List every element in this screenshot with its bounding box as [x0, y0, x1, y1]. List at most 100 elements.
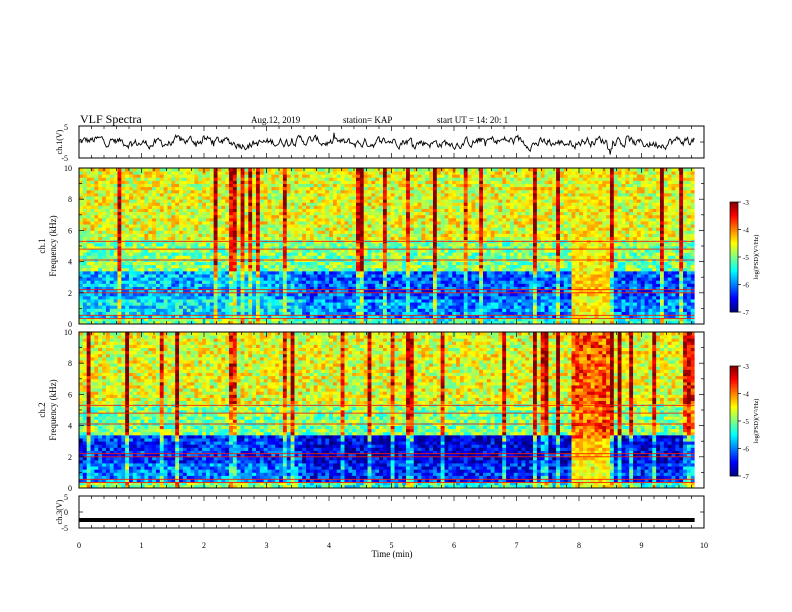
spectrogram-cell	[171, 202, 176, 206]
spectrogram-cell	[286, 186, 292, 191]
spectrogram-cell	[375, 283, 380, 287]
spectrogram-cell	[86, 189, 91, 194]
spectrogram-cell	[175, 274, 180, 278]
spectrogram-cell	[217, 236, 222, 241]
spectrogram-cell	[375, 292, 380, 297]
spectrogram-cell	[432, 171, 438, 175]
spectrogram-cell	[155, 314, 161, 319]
spectrogram-cell	[240, 199, 245, 203]
spectrogram-cell	[382, 295, 388, 300]
spectrogram-cell	[94, 295, 99, 300]
spectrogram-cell	[132, 286, 138, 291]
spectrogram-cell	[436, 199, 442, 203]
spectrogram-cell	[267, 311, 272, 316]
spectrogram-cell	[113, 289, 118, 294]
spectrogram-cell	[240, 270, 245, 275]
spectrogram-cell	[240, 317, 245, 322]
spectrogram-cell	[413, 208, 418, 213]
spectrogram-cell	[163, 314, 168, 319]
spectrogram-cell	[171, 292, 176, 297]
spectrogram-cell	[244, 289, 249, 294]
spectrogram-cell	[375, 196, 380, 200]
spectrogram-cell	[136, 320, 141, 325]
spectrogram-cell	[98, 217, 103, 222]
spectrogram-cell	[267, 211, 272, 216]
spectrogram-cell	[432, 186, 438, 191]
spectrogram-cell	[332, 233, 338, 238]
spectrogram-cell	[240, 236, 245, 241]
spectrogram-cell	[421, 180, 426, 184]
spectrogram-cell	[171, 205, 176, 209]
spectrogram-cell	[167, 292, 172, 297]
spectrogram-cell	[279, 168, 284, 172]
spectrogram-cell	[417, 274, 422, 278]
spectrogram-cell	[171, 283, 176, 287]
spectrogram-cell	[432, 183, 438, 188]
spectrogram-cell	[282, 280, 288, 284]
spectrogram-cell	[282, 208, 288, 213]
spectrogram-cell	[252, 196, 257, 200]
spectrogram-cell	[182, 196, 188, 200]
spectrogram-cell	[279, 277, 284, 281]
spectrogram-cell	[186, 280, 191, 284]
spectrogram-cell	[159, 255, 165, 259]
spectrogram-cell	[290, 230, 295, 234]
spectrogram-cell	[167, 177, 172, 181]
spectrogram-cell	[209, 189, 215, 194]
spectrogram-cell	[132, 252, 138, 256]
spectrogram-cell	[356, 242, 361, 247]
spectrogram-cell	[371, 221, 376, 225]
spectrogram-cell	[359, 320, 365, 325]
spectrogram-cell	[217, 320, 222, 325]
spectrogram-cell	[263, 267, 268, 272]
spectrogram-cell	[175, 255, 180, 259]
spectrogram-cell	[390, 305, 395, 309]
spectrogram-cell	[205, 186, 211, 191]
spectrogram-cell	[329, 211, 334, 216]
spectrogram-cell	[290, 314, 295, 319]
spectrogram-cell	[279, 270, 284, 275]
spectrogram-cell	[255, 236, 261, 241]
spectrogram-cell	[167, 302, 172, 306]
spectrogram-cell	[98, 174, 103, 178]
spectrogram-cell	[290, 189, 295, 194]
spectrogram-cell	[298, 286, 303, 291]
spectrogram-cell	[298, 317, 303, 322]
spectrogram-cell	[340, 252, 345, 256]
spectrogram-cell	[282, 283, 288, 287]
spectrogram-cell	[359, 208, 365, 213]
spectrogram-cell	[382, 283, 388, 287]
spectrogram-cell	[336, 286, 342, 291]
spectrogram-cell	[129, 314, 134, 319]
spectrogram-cell	[382, 171, 388, 175]
spectrogram-cell	[363, 274, 368, 278]
spectrogram-cell	[236, 221, 241, 225]
spectrogram-cell	[113, 267, 118, 272]
spectrogram-cell	[167, 305, 172, 309]
spectrogram-cell	[429, 295, 434, 300]
spectrogram-cell	[363, 224, 368, 228]
spectrogram-cell	[217, 311, 222, 316]
spectrogram-cell	[406, 286, 411, 291]
spectrogram-cell	[444, 227, 449, 231]
spectrogram-cell	[394, 236, 399, 241]
spectrogram-cell	[136, 199, 141, 203]
spectrogram-cell	[413, 202, 418, 206]
spectrogram-cell	[213, 168, 218, 172]
spectrogram-cell	[275, 171, 280, 175]
spectrogram-cell	[302, 255, 307, 259]
spectrogram-cell	[390, 311, 395, 316]
spectrogram-cell	[282, 261, 288, 266]
spectrogram-cell	[255, 249, 261, 253]
spectrogram-cell	[302, 183, 307, 188]
spectrogram-cell	[417, 317, 422, 322]
spectrogram-cell	[348, 202, 353, 206]
spectrogram-cell	[140, 308, 145, 312]
spectrogram-cell	[425, 233, 430, 238]
spectrogram-cell	[344, 217, 349, 222]
spectrogram-cell	[182, 199, 188, 203]
spectrogram-cell	[390, 320, 395, 325]
spectrogram-cell	[363, 299, 368, 303]
spectrogram-cell	[309, 311, 315, 316]
spectrogram-cell	[267, 302, 272, 306]
